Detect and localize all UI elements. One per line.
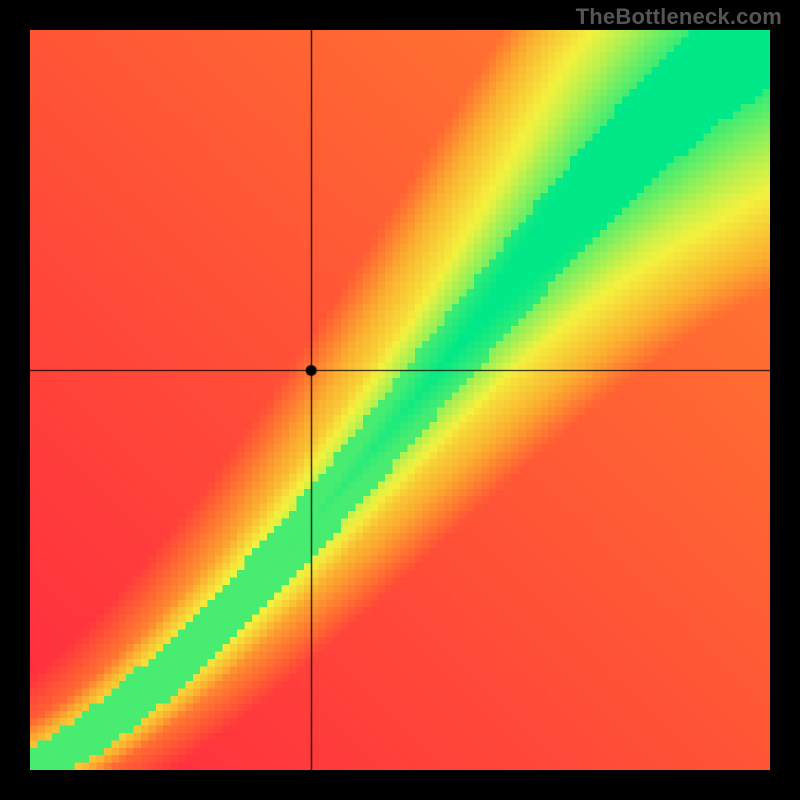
watermark-text: TheBottleneck.com <box>576 4 782 30</box>
crosshair-overlay <box>30 30 770 770</box>
